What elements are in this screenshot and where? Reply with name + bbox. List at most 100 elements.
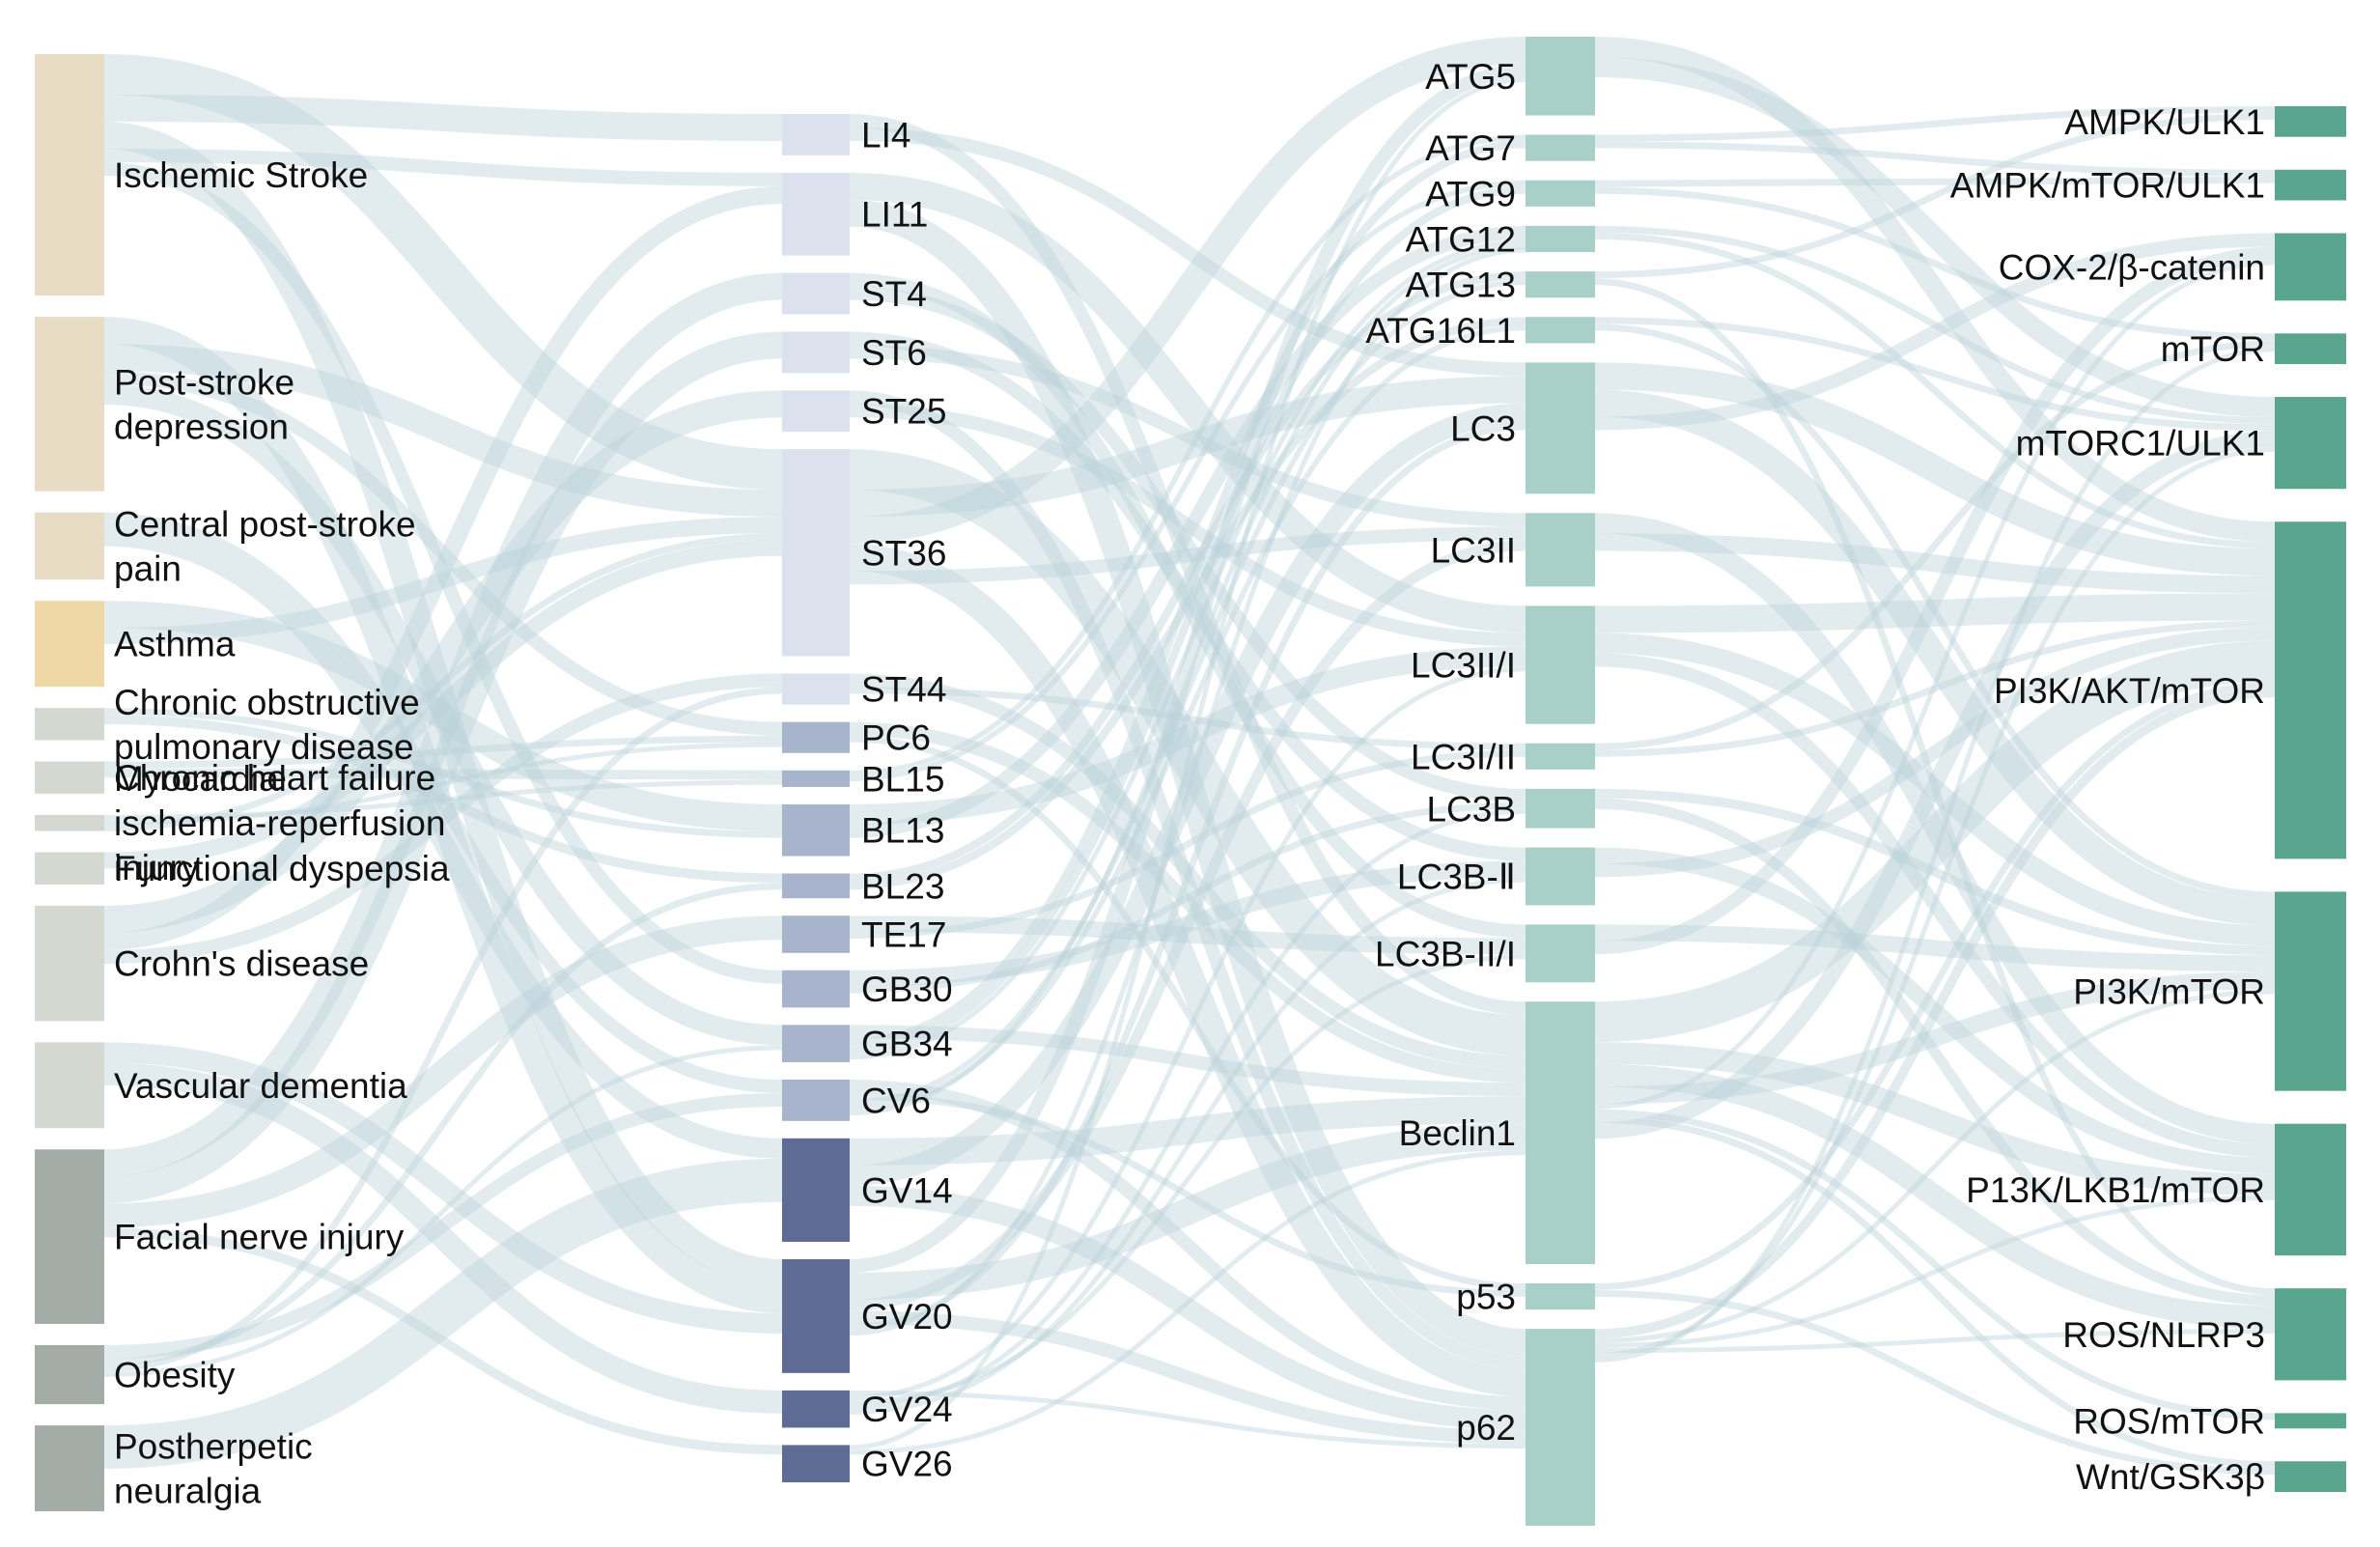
node-diseases-d8[interactable] <box>35 852 104 885</box>
label-line-p14-0: Beclin1 <box>1399 1113 1516 1153</box>
node-acupoints-a8[interactable] <box>782 721 850 753</box>
node-proteins-p1[interactable] <box>1526 37 1595 116</box>
node-proteins-p5[interactable] <box>1526 271 1595 298</box>
link-a18-p11 <box>849 808 1526 1410</box>
link-p15-w6 <box>1594 681 2276 1290</box>
label-pathways-w2: AMPK/mTOR/ULK1 <box>1950 166 2265 206</box>
node-pathways-w10[interactable] <box>2275 1413 2346 1429</box>
node-acupoints-a16[interactable] <box>782 1138 850 1242</box>
node-diseases-d2[interactable] <box>35 317 104 492</box>
node-pathways-w4[interactable] <box>2275 333 2346 365</box>
node-acupoints-a9[interactable] <box>782 770 850 787</box>
node-pathways-w11[interactable] <box>2275 1461 2346 1492</box>
label-line-d10-0: Vascular dementia <box>114 1066 407 1106</box>
label-proteins-p13: LC3B-II/I <box>1375 934 1516 973</box>
node-diseases-d7[interactable] <box>35 814 104 831</box>
label-acupoints-a19: GV26 <box>861 1445 953 1484</box>
node-proteins-p3[interactable] <box>1526 180 1595 207</box>
node-proteins-p12[interactable] <box>1526 847 1595 906</box>
node-acupoints-a12[interactable] <box>782 915 850 953</box>
node-diseases-d3[interactable] <box>35 512 104 580</box>
node-acupoints-a6[interactable] <box>782 449 850 657</box>
link-p6-w7 <box>1594 323 2276 899</box>
link-a12-p13 <box>849 915 1526 955</box>
node-proteins-p11[interactable] <box>1526 788 1595 829</box>
node-proteins-p14[interactable] <box>1526 1001 1595 1264</box>
link-d1-a1 <box>103 95 783 141</box>
node-diseases-d9[interactable] <box>35 905 104 1022</box>
node-acupoints-a18[interactable] <box>782 1390 850 1428</box>
node-acupoints-a11[interactable] <box>782 873 850 899</box>
node-pathways-w1[interactable] <box>2275 106 2346 137</box>
label-acupoints-a15: CV6 <box>861 1081 931 1120</box>
node-diseases-d1[interactable] <box>35 54 104 296</box>
link-d1-a6 <box>103 54 783 491</box>
node-acupoints-a17[interactable] <box>782 1258 850 1373</box>
link-a18-p9 <box>849 666 1526 1400</box>
node-acupoints-a10[interactable] <box>782 803 850 857</box>
link-p3-w2 <box>1594 176 2276 187</box>
label-line-d6-0: Chronic heart failure <box>114 758 435 798</box>
link-d3-a16 <box>103 525 783 1159</box>
node-diseases-d10[interactable] <box>35 1042 104 1129</box>
node-proteins-p16[interactable] <box>1526 1329 1595 1526</box>
node-diseases-d11[interactable] <box>35 1149 104 1324</box>
label-line-p4-0: ATG12 <box>1406 219 1516 259</box>
node-pathways-w3[interactable] <box>2275 233 2346 301</box>
node-diseases-d5[interactable] <box>35 708 104 741</box>
label-pathways-w4: mTOR <box>2161 329 2265 369</box>
node-acupoints-a5[interactable] <box>782 390 850 433</box>
label-line-p3-0: ATG9 <box>1425 174 1516 213</box>
node-diseases-d13[interactable] <box>35 1425 104 1511</box>
node-proteins-p4[interactable] <box>1526 225 1595 253</box>
link-a15-p16 <box>849 1079 1526 1411</box>
node-pathways-w2[interactable] <box>2275 169 2346 201</box>
node-pathways-w9[interactable] <box>2275 1288 2346 1381</box>
node-acupoints-a7[interactable] <box>782 673 850 705</box>
node-acupoints-a13[interactable] <box>782 970 850 1008</box>
label-line-a12-0: TE17 <box>861 915 946 955</box>
node-diseases-d6[interactable] <box>35 761 104 794</box>
label-pathways-w3: COX-2/β-catenin <box>1999 247 2265 287</box>
link-d11-a12 <box>103 915 783 1228</box>
node-proteins-p10[interactable] <box>1526 743 1595 770</box>
label-line-w1-0: AMPK/ULK1 <box>2064 102 2265 142</box>
link-a16-p16 <box>849 1185 1526 1431</box>
node-proteins-p9[interactable] <box>1526 605 1595 724</box>
label-pathways-w6: PI3K/AKT/mTOR <box>1994 671 2265 711</box>
label-acupoints-a6: ST36 <box>861 533 946 573</box>
node-diseases-d4[interactable] <box>35 601 104 688</box>
node-acupoints-a4[interactable] <box>782 331 850 374</box>
node-acupoints-a14[interactable] <box>782 1025 850 1062</box>
node-acupoints-a19[interactable] <box>782 1445 850 1482</box>
node-pathways-w7[interactable] <box>2275 891 2346 1091</box>
label-line-a16-0: GV14 <box>861 1170 953 1210</box>
node-proteins-p7[interactable] <box>1526 362 1595 494</box>
node-proteins-p2[interactable] <box>1526 134 1595 161</box>
labels-layer: Ischemic Stroke Post-stroke depression Cent… <box>114 57 2265 1511</box>
node-acupoints-a15[interactable] <box>782 1079 850 1121</box>
node-pathways-w8[interactable] <box>2275 1123 2346 1256</box>
link-a17-p7 <box>849 423 1526 1332</box>
link-p7-w6 <box>1594 362 2276 577</box>
link-a14-p3 <box>849 185 1526 1055</box>
node-proteins-p15[interactable] <box>1526 1282 1595 1310</box>
label-line-a5-0: ST25 <box>861 392 946 432</box>
link-a8-p15 <box>849 735 1526 1290</box>
nodes-layer <box>35 37 2346 1526</box>
label-diseases-d11: Facial nerve injury <box>114 1218 405 1257</box>
node-proteins-p13[interactable] <box>1526 924 1595 983</box>
link-d9-a7 <box>103 673 783 965</box>
link-a17-p14 <box>849 1123 1526 1300</box>
label-pathways-w1: AMPK/ULK1 <box>2064 102 2265 142</box>
node-pathways-w6[interactable] <box>2275 521 2346 859</box>
node-diseases-d12[interactable] <box>35 1344 104 1405</box>
node-acupoints-a3[interactable] <box>782 272 850 315</box>
node-acupoints-a1[interactable] <box>782 114 850 155</box>
label-line-a13-0: GB30 <box>861 970 953 1009</box>
node-pathways-w5[interactable] <box>2275 397 2346 490</box>
link-p7-w3 <box>1594 233 2276 431</box>
node-proteins-p8[interactable] <box>1526 513 1595 587</box>
node-acupoints-a2[interactable] <box>782 172 850 256</box>
node-proteins-p6[interactable] <box>1526 317 1595 344</box>
